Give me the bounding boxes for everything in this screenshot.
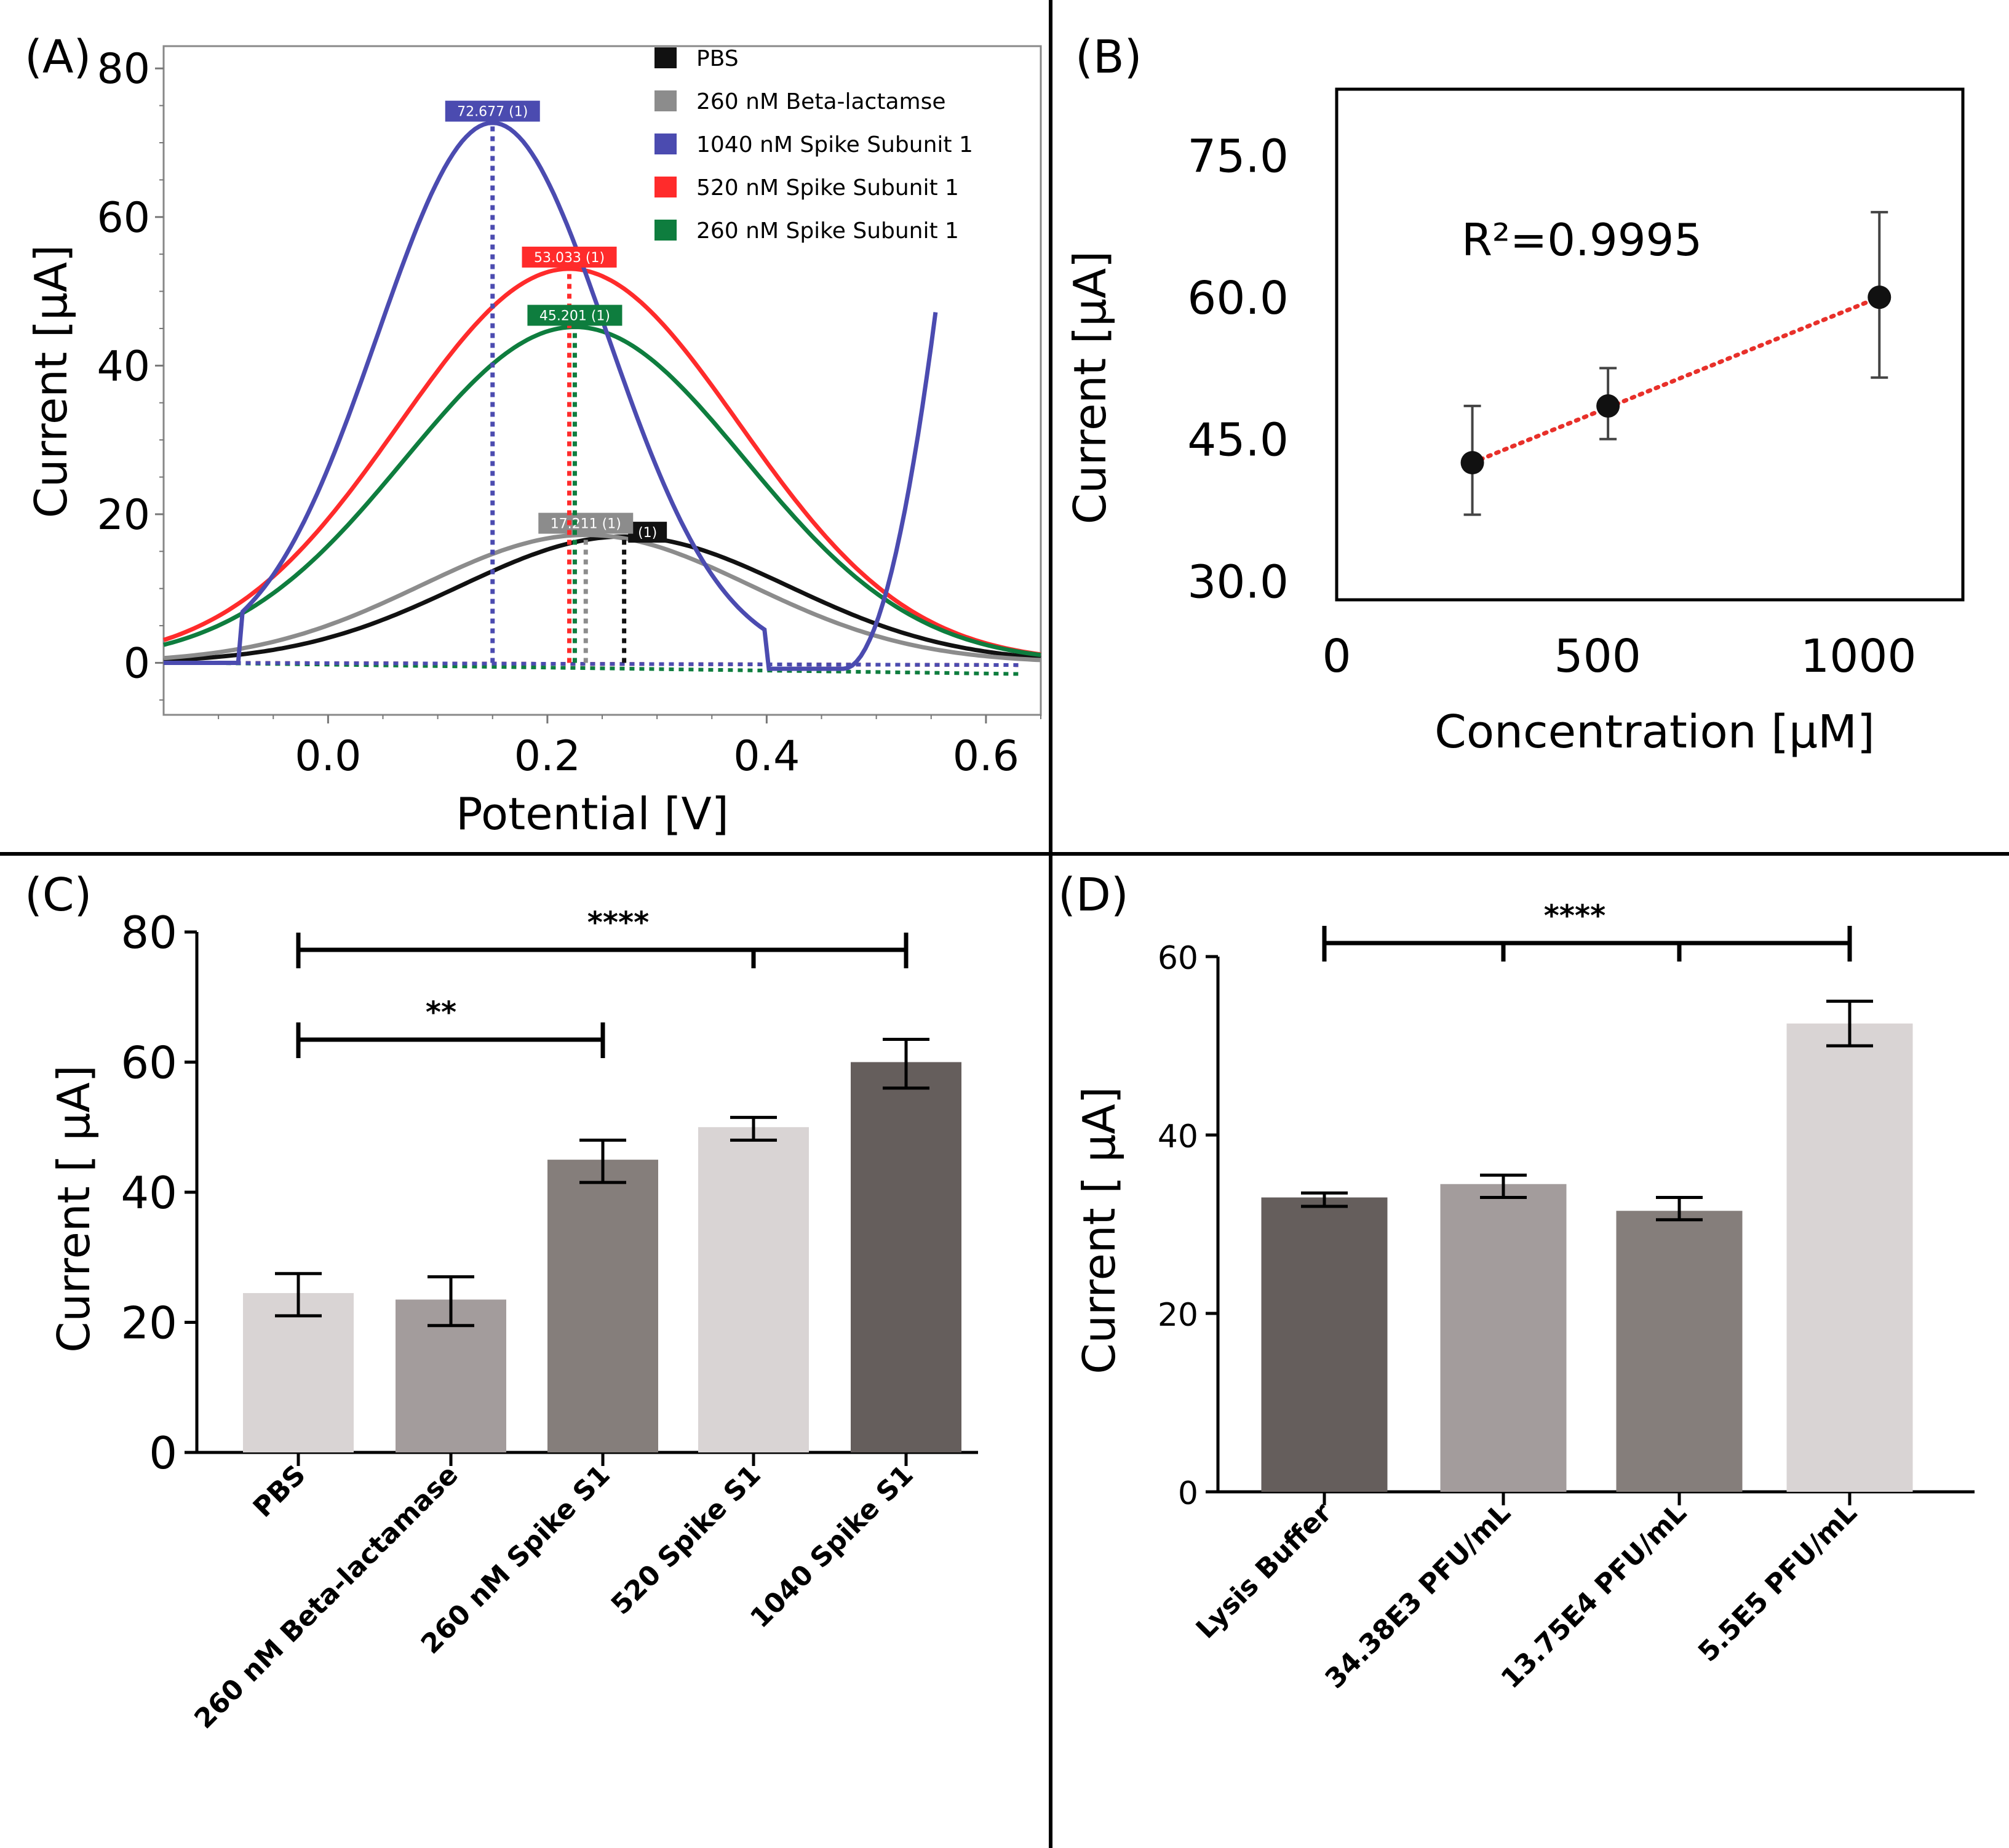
a-legend-label: 520 nM Spike Subunit 1 <box>696 175 959 201</box>
a-peak-label-spike520: 53.033 (1) <box>534 250 605 266</box>
c-bar <box>851 1062 961 1452</box>
c-xtick-label: PBS <box>247 1459 312 1524</box>
a-ytick-label: 20 <box>97 491 150 540</box>
a-xtick-label: 0.6 <box>953 732 1019 781</box>
a-curve-spike1040 <box>164 121 938 671</box>
a-xtick-label: 0.0 <box>295 732 361 781</box>
c-ytick-label: 40 <box>121 1167 177 1219</box>
a-legend-label: 260 nM Beta-lactamse <box>696 89 946 114</box>
panel-a: (A) 0 20 40 60 80 0.0 0.2 0.4 0.6 (1) 17.211 (1) 5… <box>25 31 1042 840</box>
c-xtick-label: 260 nM Beta-lactamase <box>188 1459 464 1735</box>
a-legend-swatch <box>654 90 677 111</box>
d-ytick-label: 60 <box>1158 940 1198 977</box>
panel-a-label: (A) <box>25 31 91 84</box>
panel-a-ylabel: Current [μA] <box>25 245 77 519</box>
b-ytick-label: 45.0 <box>1187 414 1289 467</box>
panel-d-ylabel: Current [ μA] <box>1073 1086 1125 1374</box>
panel-b-xlabel: Concentration [μM] <box>1434 706 1875 759</box>
d-ytick-label: 20 <box>1158 1297 1198 1334</box>
b-point <box>1596 394 1620 418</box>
d-xtick-label: 34.38E3 PFU/mL <box>1319 1497 1517 1695</box>
a-xtick-label: 0.2 <box>514 732 581 781</box>
a-ytick-label: 60 <box>97 194 150 242</box>
b-ytick-label: 60.0 <box>1187 272 1289 325</box>
a-legend-swatch <box>654 177 677 197</box>
a-peak-label-box-spike260 <box>527 305 623 326</box>
b-xtick-label: 0 <box>1322 630 1351 683</box>
a-baseline-spike1040 <box>196 661 1019 667</box>
a-peak-label-pbs: (1) <box>638 525 657 541</box>
d-ytick-label: 40 <box>1158 1118 1198 1155</box>
a-legend-label: 1040 nM Spike Subunit 1 <box>696 132 973 157</box>
a-peak-label-spike260: 45.201 (1) <box>539 309 610 324</box>
c-bar <box>243 1292 354 1452</box>
b-point <box>1460 451 1484 475</box>
b-point <box>1868 285 1892 309</box>
c-ytick-label: 20 <box>121 1297 177 1349</box>
c-sig-label: ** <box>426 995 456 1030</box>
d-xtick-label: 13.75E4 PFU/mL <box>1495 1497 1693 1695</box>
d-xtick-label: Lysis Buffer <box>1190 1497 1338 1645</box>
d-bar <box>1440 1184 1567 1492</box>
c-ytick-label: 60 <box>121 1037 177 1089</box>
a-legend-label: 260 nM Spike Subunit 1 <box>696 218 959 244</box>
d-bar <box>1616 1211 1743 1492</box>
a-peak-label-box-beta <box>538 512 634 534</box>
a-peak-label-box-spike1040 <box>445 100 540 122</box>
panel-b-label: (B) <box>1075 31 1142 84</box>
a-legend-label: PBS <box>696 46 739 71</box>
a-legend-swatch <box>654 133 677 154</box>
a-ytick-label: 0 <box>124 639 150 688</box>
a-curve-beta <box>163 533 1041 663</box>
c-sig-label: **** <box>587 906 649 940</box>
a-legend-swatch <box>654 220 677 241</box>
panel-b: (B) 30.0 45.0 60.0 75.0 0 500 1000 R²=0.9995 C… <box>1064 31 1965 759</box>
a-peak-label-box-pbs <box>628 522 667 543</box>
d-bar <box>1261 1197 1388 1492</box>
d-bar <box>1786 1023 1913 1492</box>
b-xtick-label: 500 <box>1554 630 1641 683</box>
panel-b-annotation: R²=0.9995 <box>1462 214 1702 266</box>
panel-c-ylabel: Current [ μA] <box>48 1065 100 1352</box>
a-peak-label-beta: 17.211 (1) <box>551 517 621 532</box>
c-ytick-label: 80 <box>121 907 177 958</box>
c-bar <box>698 1127 809 1452</box>
a-xtick-label: 0.4 <box>733 732 800 781</box>
panel-a-xlabel: Potential [V] <box>456 788 729 840</box>
c-xtick-label: 1040 Spike S1 <box>744 1459 920 1635</box>
panel-b-ylabel: Current [μA] <box>1064 251 1116 525</box>
b-ytick-label: 75.0 <box>1187 130 1289 183</box>
a-curve-spike520 <box>162 266 1041 657</box>
c-bar <box>547 1160 658 1452</box>
a-legend-swatch <box>654 47 677 68</box>
d-sig-label: **** <box>1544 899 1605 933</box>
panel-d-label: (D) <box>1058 869 1129 922</box>
a-peak-label-spike1040: 72.677 (1) <box>457 105 528 120</box>
b-fit-line <box>1470 295 1882 465</box>
c-ytick-label: 0 <box>149 1427 177 1479</box>
a-ytick-label: 40 <box>97 342 150 391</box>
d-xtick-label: 5.5E5 PFU/mL <box>1692 1497 1863 1668</box>
b-xtick-label: 1000 <box>1800 630 1916 683</box>
d-ytick-label: 0 <box>1178 1475 1198 1512</box>
panel-b-frame <box>1335 87 1965 602</box>
panel-c-label: (C) <box>25 869 92 922</box>
a-peak-label-box-spike520 <box>522 246 617 268</box>
a-ytick-label: 80 <box>97 45 150 94</box>
a-curve-spike260 <box>163 324 1041 658</box>
b-ytick-label: 30.0 <box>1187 556 1289 608</box>
c-xtick-label: 520 Spike S1 <box>605 1459 767 1621</box>
